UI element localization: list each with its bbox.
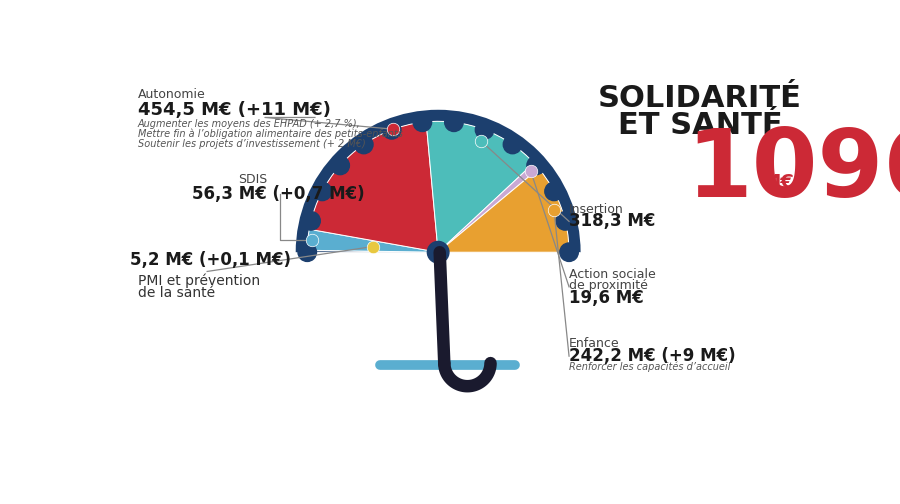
Text: Renforcer les capacités d’accueil: Renforcer les capacités d’accueil [569,362,731,372]
Text: Mettre fin à l’obligation alimentaire des petits-enfants: Mettre fin à l’obligation alimentaire de… [138,129,402,139]
Text: Action sociale: Action sociale [569,268,656,281]
Circle shape [526,156,545,175]
Text: 242,2 M€ (+9 M€): 242,2 M€ (+9 M€) [569,347,735,365]
Circle shape [556,212,574,230]
Text: 454,5 M€ (+11 M€): 454,5 M€ (+11 M€) [138,101,330,119]
Text: ET SANTÉ: ET SANTÉ [617,111,782,140]
Text: 56,3 M€ (+0,7 M€): 56,3 M€ (+0,7 M€) [192,185,364,204]
Circle shape [475,120,494,139]
Text: Augmenter les moyens des EHPAD (+ 2,7 %),: Augmenter les moyens des EHPAD (+ 2,7 %)… [138,118,361,129]
Circle shape [298,243,317,262]
Text: 1096: 1096 [686,125,900,217]
Circle shape [331,156,349,175]
Text: M€: M€ [761,173,795,193]
Text: SOLIDARITÉ: SOLIDARITÉ [598,84,802,113]
Text: de la santé: de la santé [138,286,215,300]
Wedge shape [438,163,539,252]
Circle shape [413,113,432,132]
Text: 5,2 M€ (+0,1 M€): 5,2 M€ (+0,1 M€) [130,251,291,269]
Wedge shape [307,229,438,252]
Wedge shape [296,110,580,252]
Circle shape [382,120,401,139]
Wedge shape [438,168,569,252]
Text: PMI et prévention: PMI et prévention [138,274,260,288]
Circle shape [355,135,373,154]
Wedge shape [307,250,438,252]
Text: Autonomie: Autonomie [138,88,205,101]
Text: Enfance: Enfance [569,337,620,350]
Text: de proximité: de proximité [569,279,648,292]
Circle shape [313,182,331,201]
Circle shape [302,212,320,230]
Wedge shape [310,122,438,252]
Circle shape [560,243,579,262]
Wedge shape [426,121,534,252]
Circle shape [445,113,464,132]
Text: 318,3 M€: 318,3 M€ [569,212,655,230]
Circle shape [544,182,563,201]
Circle shape [428,241,449,263]
Text: Insertion: Insertion [569,203,624,216]
Circle shape [503,135,522,154]
Text: SDIS: SDIS [238,172,267,185]
Text: Soutenir les projets d’investissement (+ 2 M€): Soutenir les projets d’investissement (+… [138,139,365,149]
Text: 19,6 M€: 19,6 M€ [569,289,643,306]
